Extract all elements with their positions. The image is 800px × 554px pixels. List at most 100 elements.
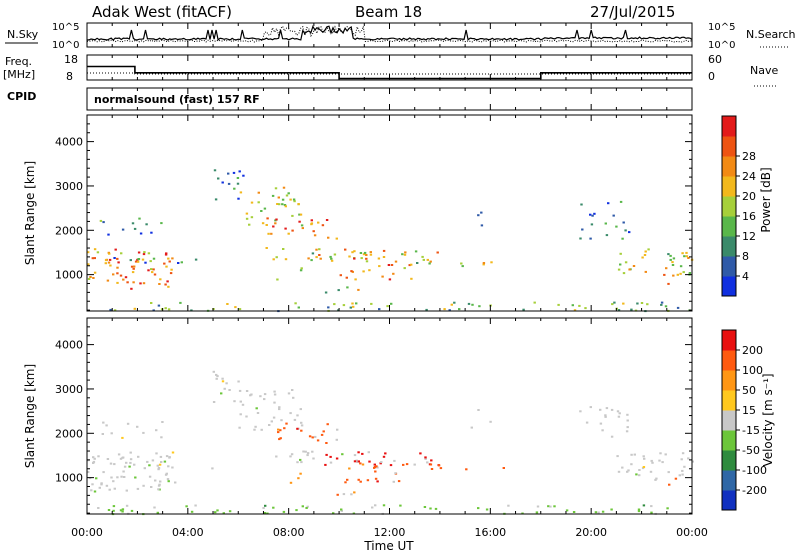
- y-tick-label: 4000: [55, 339, 83, 352]
- range-cell: [312, 230, 315, 233]
- range-cell: [382, 504, 386, 507]
- range-cell: [282, 186, 286, 189]
- range-cell: [272, 225, 275, 228]
- range-cell: [136, 260, 140, 263]
- colorbar-tick-label: 28: [742, 150, 756, 163]
- range-cell: [402, 463, 405, 466]
- range-cell: [148, 475, 152, 478]
- range-cell: [137, 258, 141, 260]
- range-cell: [217, 177, 220, 180]
- range-cell: [461, 265, 464, 268]
- range-cell: [130, 509, 134, 512]
- range-cell: [116, 266, 119, 269]
- range-cell: [613, 301, 616, 304]
- x-tick-label: 00:00: [71, 526, 103, 539]
- range-cell: [124, 276, 128, 279]
- range-cell: [591, 214, 594, 217]
- nsearch-label: N.Search: [746, 28, 796, 41]
- range-cell: [238, 170, 241, 173]
- range-cell: [337, 309, 340, 312]
- range-cell: [482, 262, 486, 264]
- range-cell: [618, 412, 621, 415]
- range-cell: [146, 460, 149, 463]
- range-cell: [105, 484, 109, 487]
- range-cell: [171, 257, 174, 260]
- colorbar-tick-label: 50: [742, 384, 756, 397]
- range-cell: [365, 257, 368, 260]
- range-cell: [382, 249, 386, 252]
- nsearch-tick-top: 10^5: [708, 22, 735, 33]
- range-cell: [450, 303, 453, 306]
- range-cell: [250, 201, 254, 204]
- range-cell: [557, 303, 560, 306]
- range-cell: [296, 414, 299, 417]
- range-cell: [353, 257, 356, 260]
- range-cell: [160, 436, 163, 439]
- range-cell: [215, 373, 218, 376]
- range-cell: [374, 470, 377, 473]
- range-cell: [359, 462, 362, 465]
- range-cell: [632, 265, 636, 267]
- range-cell: [300, 421, 303, 424]
- range-cell: [253, 428, 256, 431]
- range-cell: [220, 392, 223, 395]
- range-cell: [403, 267, 406, 270]
- range-cell: [353, 454, 357, 457]
- range-cell: [152, 257, 156, 260]
- range-cell: [113, 487, 116, 490]
- range-cell: [129, 451, 132, 454]
- range-cell: [121, 228, 125, 231]
- range-cell: [283, 204, 287, 206]
- range-cell: [107, 509, 111, 511]
- range-cell: [290, 453, 294, 456]
- range-cell: [180, 261, 183, 264]
- range-cell: [601, 429, 604, 432]
- velocity-ylabel: Slant Range [km]: [23, 364, 37, 468]
- range-cell: [134, 260, 138, 263]
- freq-tick-bottom: 8: [66, 70, 73, 83]
- range-cell: [104, 259, 108, 262]
- range-cell: [593, 212, 596, 215]
- range-cell: [279, 437, 282, 440]
- range-cell: [145, 223, 148, 226]
- range-cell: [139, 282, 142, 285]
- range-cell: [533, 301, 536, 304]
- range-cell: [157, 467, 161, 469]
- range-cell: [190, 510, 194, 513]
- range-cell: [644, 270, 647, 273]
- nsky-tick-top: 10^5: [52, 22, 79, 33]
- colorbar-frame: [721, 115, 737, 297]
- range-cell: [99, 219, 103, 222]
- nave-tick-top: 60: [708, 53, 722, 66]
- range-cell: [621, 466, 624, 469]
- range-cell: [535, 511, 539, 514]
- range-cell: [337, 289, 340, 292]
- range-cell: [227, 182, 231, 185]
- range-cell: [277, 428, 280, 431]
- range-cell: [212, 370, 215, 373]
- range-cell: [97, 455, 100, 458]
- range-cell: [507, 504, 510, 507]
- nsearch-tick-bottom: 10^0: [708, 40, 735, 51]
- range-cell: [142, 484, 145, 487]
- range-cell: [122, 456, 125, 459]
- beam-title: Beam 18: [355, 3, 422, 21]
- range-cell: [354, 278, 357, 281]
- range-cell: [139, 232, 143, 235]
- range-cell: [129, 458, 133, 461]
- range-cell: [250, 216, 254, 219]
- range-cell: [263, 398, 266, 401]
- range-cell: [429, 260, 432, 263]
- range-cell: [660, 301, 664, 304]
- range-cell: [346, 286, 349, 289]
- range-cell: [394, 260, 398, 263]
- range-cell: [365, 260, 369, 263]
- range-cell: [137, 251, 141, 254]
- range-cell: [361, 452, 364, 455]
- range-cell: [536, 505, 540, 508]
- range-cell: [300, 429, 303, 432]
- range-cell: [87, 251, 90, 254]
- range-cell: [621, 237, 624, 240]
- range-cell: [155, 429, 158, 432]
- range-cell: [419, 452, 422, 455]
